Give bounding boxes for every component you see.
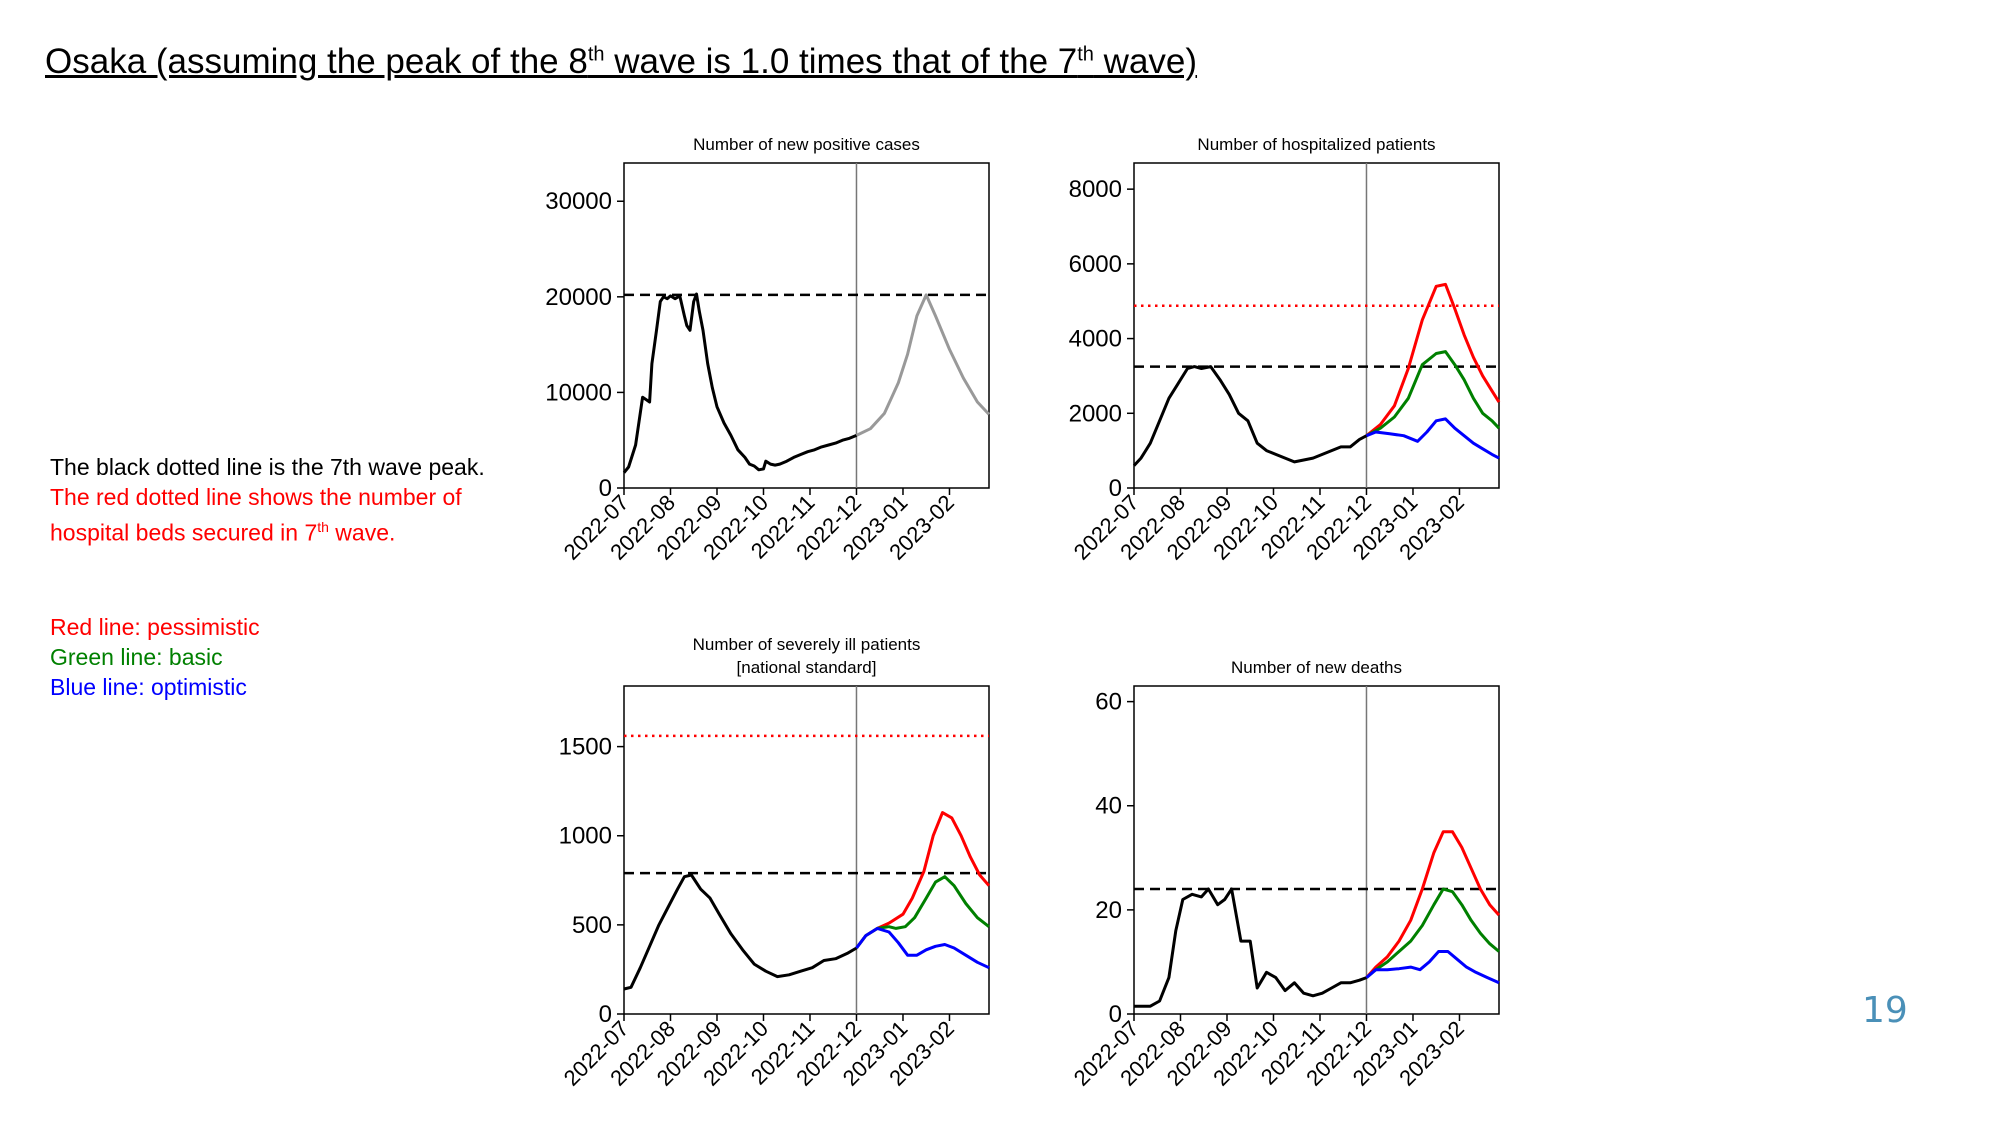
series-line-optimistic bbox=[1365, 417, 1500, 460]
note-red-line-2-superscript: th bbox=[317, 519, 329, 535]
y-tick-label: 2000 bbox=[1069, 400, 1122, 427]
legend-optimistic: Blue line: optimistic bbox=[50, 674, 247, 700]
slide-title-part: wave) bbox=[1093, 42, 1198, 81]
chart-title-line: [national standard] bbox=[737, 658, 877, 677]
legend-pessimistic: Red line: pessimistic bbox=[50, 614, 260, 640]
chart-title-line: Number of new positive cases bbox=[693, 135, 920, 154]
chart-title-line: Number of new deaths bbox=[1231, 658, 1402, 677]
series-line-pessimistic bbox=[1365, 830, 1501, 979]
y-tick-label: 1500 bbox=[559, 734, 612, 761]
y-tick-label: 0 bbox=[1109, 1001, 1122, 1028]
slide-title-part: wave is 1.0 times that of the 7 bbox=[604, 42, 1078, 81]
slide-title-superscript: th bbox=[1077, 43, 1094, 66]
slide-title-part: Osaka (assuming the peak of the 8 bbox=[45, 42, 588, 81]
y-tick-label: 4000 bbox=[1069, 326, 1122, 353]
plot-frame bbox=[1133, 162, 1500, 489]
y-tick-label: 60 bbox=[1095, 689, 1122, 716]
chart-title-line: Number of hospitalized patients bbox=[1197, 135, 1435, 154]
series-line-basic bbox=[1365, 350, 1501, 438]
y-tick-label: 0 bbox=[599, 1001, 612, 1028]
slide-title: Osaka (assuming the peak of the 8th wave… bbox=[45, 42, 1197, 82]
plot-frame bbox=[623, 162, 990, 489]
y-tick-label: 20000 bbox=[545, 284, 612, 311]
y-tick-label: 10000 bbox=[545, 379, 612, 406]
series-line-optimistic bbox=[855, 926, 990, 970]
chart-new-positive-cases: Number of new positive cases 0 10000 20000 3… bbox=[545, 135, 991, 565]
scenario-legend: Red line: pessimistic Green line: basic … bbox=[50, 612, 260, 702]
chart-new-deaths: Number of new deaths02040602022-072022-0… bbox=[1069, 658, 1501, 1091]
note-black-line: The black dotted line is the 7th wave pe… bbox=[50, 454, 485, 480]
series-line-observed bbox=[1132, 365, 1368, 467]
note-red-line-2-part: hospital beds secured in 7 bbox=[50, 519, 318, 546]
y-tick-label: 8000 bbox=[1069, 176, 1122, 203]
series-line-observed bbox=[623, 873, 858, 991]
notes-block: The black dotted line is the 7th wave pe… bbox=[50, 452, 485, 548]
page-number: 19 bbox=[1862, 990, 1908, 1031]
slide-title-superscript: th bbox=[587, 43, 605, 66]
chart-hospitalized-patients: Number of hospitalized patients 0 2000 4000… bbox=[1069, 135, 1501, 565]
y-tick-label: 0 bbox=[599, 475, 612, 502]
plot-frame bbox=[1133, 685, 1500, 1015]
note-red-line-1: The red dotted line shows the number of bbox=[50, 484, 462, 510]
y-tick-label: 0 bbox=[1109, 475, 1122, 502]
series-line-basic bbox=[855, 875, 990, 949]
y-tick-label: 30000 bbox=[545, 188, 612, 215]
chart-severely-ill-patients: Number of severely ill patients [national… bbox=[559, 635, 991, 1091]
y-tick-label: 500 bbox=[572, 912, 612, 939]
chart-title-line: Number of severely ill patients bbox=[693, 635, 921, 654]
y-tick-label: 40 bbox=[1095, 793, 1122, 820]
plot-frame bbox=[623, 685, 990, 1015]
y-tick-label: 1000 bbox=[559, 823, 612, 850]
note-red-line-2-part: wave. bbox=[328, 519, 396, 546]
legend-basic: Green line: basic bbox=[50, 644, 223, 670]
series-line-optimistic bbox=[1365, 950, 1500, 985]
series-line-projection bbox=[855, 293, 991, 437]
series-line-pessimistic bbox=[1365, 282, 1501, 437]
series-line-observed bbox=[622, 292, 858, 474]
y-tick-label: 20 bbox=[1095, 897, 1122, 924]
series-line-basic bbox=[1365, 887, 1500, 979]
note-red-line-2: hospital beds secured in 7th wave. bbox=[50, 512, 485, 548]
series-line-observed bbox=[1134, 887, 1368, 1008]
y-tick-label: 6000 bbox=[1069, 251, 1122, 278]
